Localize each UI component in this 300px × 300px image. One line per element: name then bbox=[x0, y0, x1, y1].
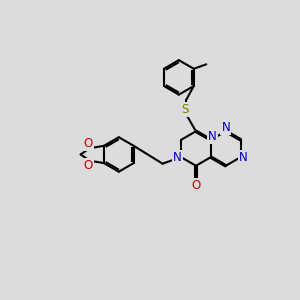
Text: O: O bbox=[84, 159, 93, 172]
Text: S: S bbox=[182, 103, 189, 116]
Text: N: N bbox=[239, 151, 248, 164]
Text: O: O bbox=[84, 137, 93, 150]
Text: O: O bbox=[191, 179, 201, 192]
Text: N: N bbox=[173, 151, 182, 164]
Text: N: N bbox=[221, 121, 230, 134]
Text: N: N bbox=[208, 130, 217, 143]
